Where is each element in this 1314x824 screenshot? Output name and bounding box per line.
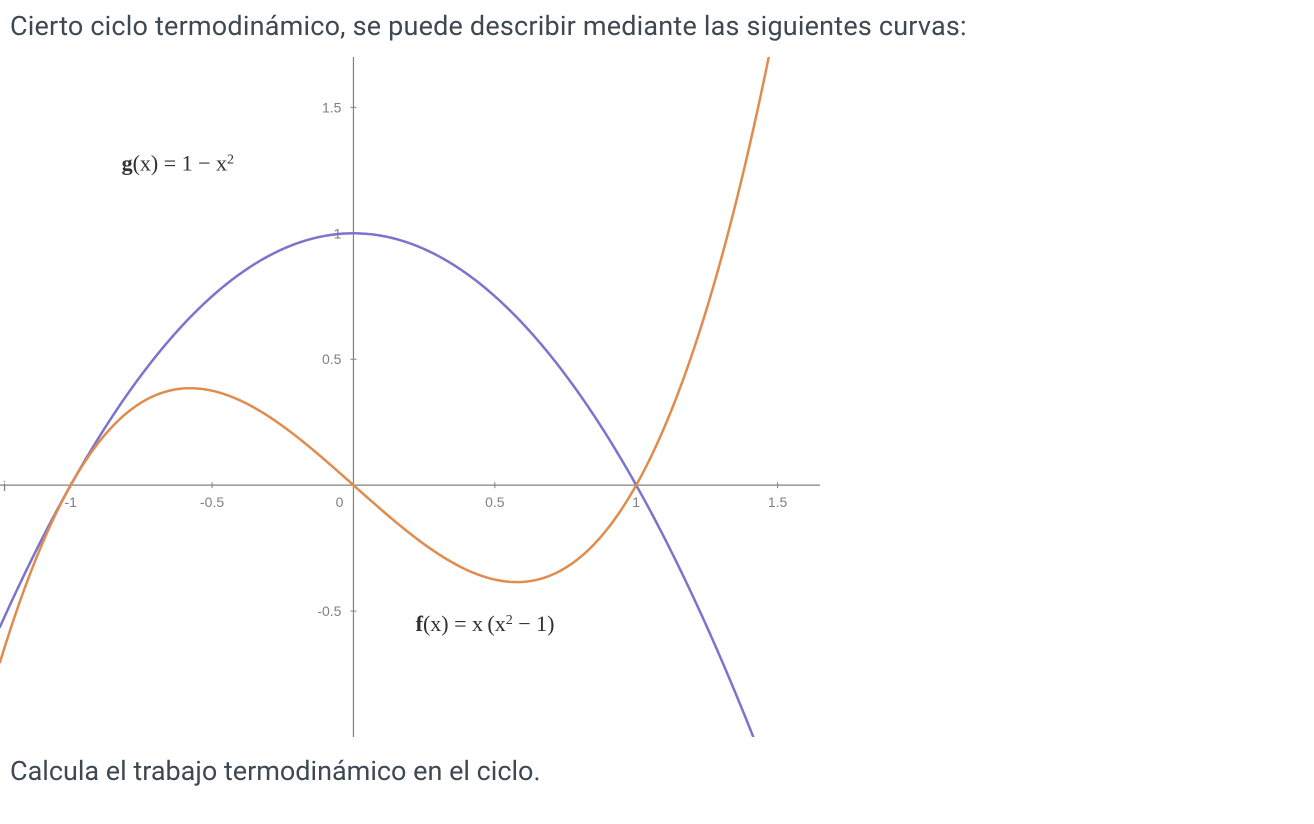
chart-container: -1-0.500.511.5-0.50.511.5ig(x) = 1 − x2f… <box>0 57 820 737</box>
question-top: Cierto ciclo termodinámico, se puede des… <box>10 10 1294 42</box>
x-tick-label: 1 <box>632 494 640 510</box>
left-edge-glyph: i <box>3 478 6 494</box>
question-bottom: Calcula el trabajo termodinámico en el c… <box>10 755 1294 787</box>
x-tick-label: 0.5 <box>485 494 505 510</box>
curve-f <box>0 57 820 662</box>
x-tick-label: 1.5 <box>768 494 788 510</box>
x-tick-label: -0.5 <box>200 494 224 510</box>
y-tick-label: 0.5 <box>322 351 342 367</box>
y-tick-label: 1.5 <box>322 99 342 115</box>
x-tick-label: 0 <box>336 494 344 510</box>
g-function-label: g(x) = 1 − x2 <box>122 150 234 175</box>
f-function-label: f(x) = x (x2 − 1) <box>416 611 555 636</box>
thermo-chart: -1-0.500.511.5-0.50.511.5ig(x) = 1 − x2f… <box>0 57 820 737</box>
x-tick-label: -1 <box>64 494 77 510</box>
y-tick-label: -0.5 <box>317 603 341 619</box>
